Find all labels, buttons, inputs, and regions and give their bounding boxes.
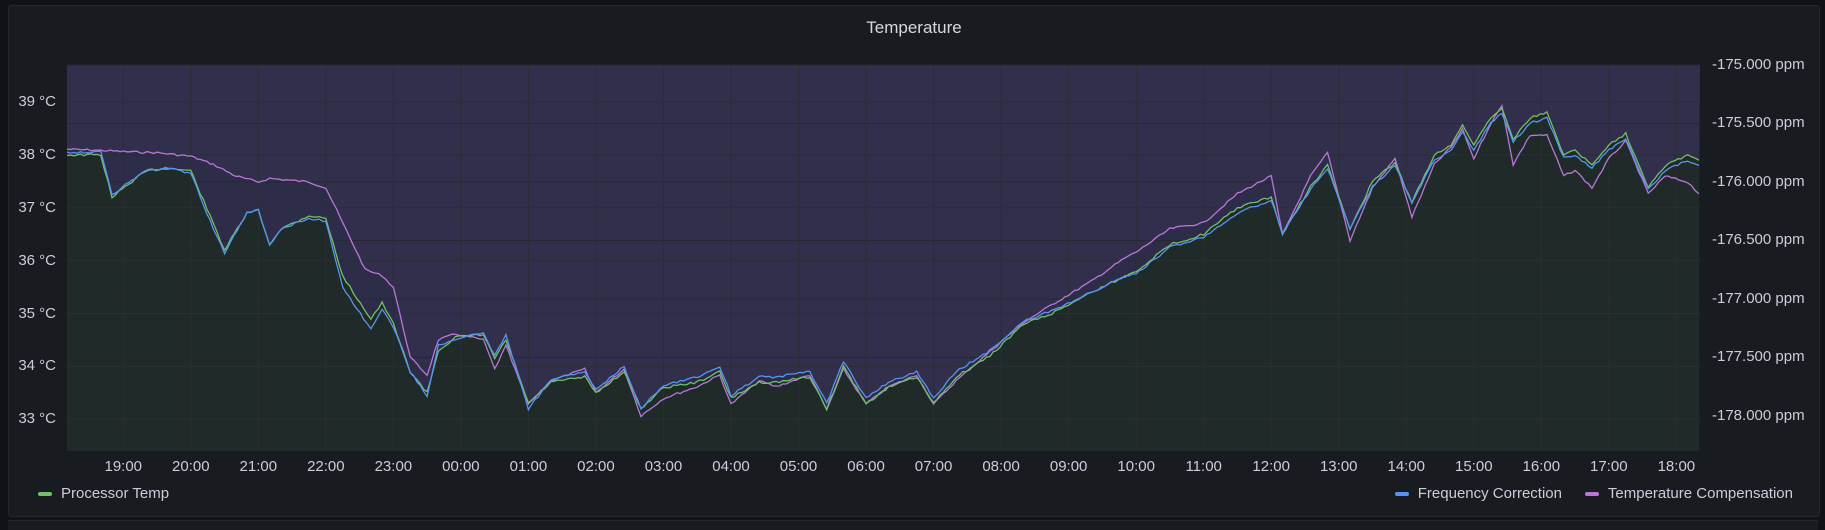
x-tick-label: 14:00 [1387,458,1426,475]
panel-title: Temperature [866,18,962,37]
y-left-tick-label: 39 °C [18,93,56,110]
processor-area [67,108,1699,452]
x-tick-label: 08:00 [982,458,1020,475]
x-tick-label: 04:00 [712,458,750,475]
legend-swatch [38,491,52,496]
x-tick-label: 06:00 [847,458,885,475]
x-tick-label: 02:00 [577,458,615,475]
x-tick-label: 13:00 [1319,458,1358,475]
legend-item[interactable]: Frequency Correction [1394,485,1562,502]
legend-item[interactable]: Processor Temp [38,485,169,502]
legend-label: Frequency Correction [1417,485,1562,502]
x-tick-label: 16:00 [1522,458,1561,475]
x-tick-label: 21:00 [239,458,278,475]
legend-item[interactable]: Temperature Compensation [1584,485,1793,502]
x-tick-label: 20:00 [172,458,210,475]
y-left-tick-label: 33 °C [18,410,56,428]
legend-swatch [1584,491,1599,496]
legend-label: Processor Temp [61,485,170,502]
y-left-tick-label: 34 °C [18,357,56,375]
x-tick-label: 17:00 [1590,458,1628,475]
legend-label: Temperature Compensation [1607,485,1793,502]
x-tick-label: 10:00 [1117,458,1155,475]
legend-swatch [1394,491,1409,496]
y-right-tick-label: -175.000 ppm [1712,56,1805,73]
x-tick-label: 19:00 [104,458,143,475]
y-right-tick-label: -177.000 ppm [1712,289,1805,307]
x-tick-label: 09:00 [1049,458,1088,475]
y-left-tick-label: 38 °C [18,145,56,163]
x-tick-label: 07:00 [914,458,953,475]
y-right-tick-label: -175.500 ppm [1712,114,1805,132]
x-tick-label: 11:00 [1185,458,1222,475]
x-tick-label: 15:00 [1455,458,1493,475]
y-right-tick-label: -177.500 ppm [1712,348,1805,366]
x-tick-label: 01:00 [509,458,548,475]
x-tick-label: 18:00 [1657,458,1696,475]
x-tick-label: 12:00 [1252,458,1290,475]
next-panel-edge [8,520,1818,530]
series-line-temperature-compensation [66,103,1700,418]
x-tick-label: 00:00 [442,458,480,475]
y-left-tick-label: 35 °C [18,304,56,322]
series-line-processor-temp [66,107,1700,412]
x-tick-label: 22:00 [307,458,345,475]
series-line-frequency-correction [66,112,1700,412]
y-right-tick-label: -176.500 ppm [1712,231,1805,249]
y-right-tick-label: -176.000 ppm [1712,172,1805,190]
x-tick-label: 05:00 [779,458,818,475]
y-left-tick-label: 36 °C [18,251,56,269]
y-right-tick-label: -178.000 ppm [1712,406,1805,424]
x-tick-label: 03:00 [644,458,683,475]
x-tick-label: 23:00 [374,458,413,475]
y-left-tick-label: 37 °C [18,198,56,216]
